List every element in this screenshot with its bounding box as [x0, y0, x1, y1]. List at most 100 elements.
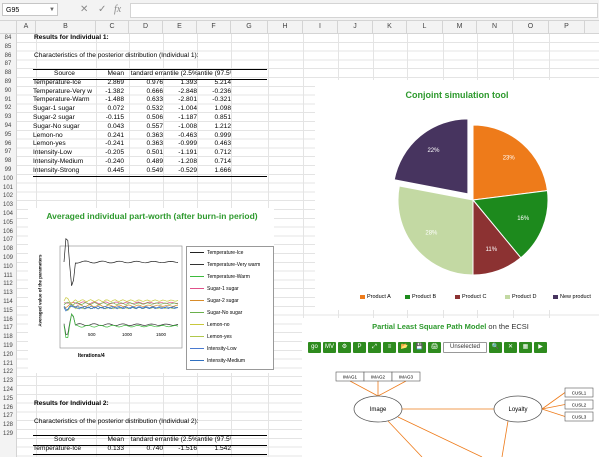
- row-header[interactable]: 127: [2, 413, 13, 420]
- pls-tool-button[interactable]: ▶: [534, 342, 547, 353]
- row-header[interactable]: 126: [2, 404, 13, 411]
- column-header[interactable]: C: [96, 21, 129, 33]
- row-header[interactable]: 120: [2, 351, 13, 358]
- row-header[interactable]: 98: [4, 158, 12, 165]
- row-header[interactable]: 125: [2, 395, 13, 402]
- row-header[interactable]: 87: [4, 61, 12, 68]
- row-header[interactable]: 110: [3, 263, 13, 270]
- row-header[interactable]: 95: [4, 131, 12, 138]
- row-header[interactable]: 123: [2, 378, 13, 385]
- table-cell: 0.463: [214, 140, 231, 148]
- column-header[interactable]: D: [129, 21, 163, 33]
- column-header[interactable]: M: [443, 21, 477, 33]
- pls-tool-button[interactable]: 🔍: [489, 342, 502, 353]
- row-header[interactable]: 119: [3, 343, 13, 349]
- column-header[interactable]: J: [338, 21, 373, 33]
- row-header[interactable]: 104: [2, 211, 13, 217]
- legend-item: Product D: [505, 294, 536, 300]
- pls-tool-button[interactable]: 💾: [413, 342, 426, 353]
- pls-select[interactable]: Unselected: [443, 342, 487, 353]
- row-header[interactable]: 122: [2, 369, 13, 376]
- row-header[interactable]: 121: [2, 360, 13, 367]
- row-header[interactable]: 94: [4, 123, 12, 129]
- row-header[interactable]: 105: [2, 219, 13, 226]
- column-header[interactable]: P: [549, 21, 585, 33]
- pls-tool-button[interactable]: ⚙: [338, 342, 351, 353]
- row-header[interactable]: 117: [3, 325, 13, 332]
- row-header[interactable]: 103: [2, 202, 13, 209]
- row-header[interactable]: 115: [3, 307, 13, 314]
- row-header[interactable]: 97: [4, 149, 12, 156]
- series-line: [63, 304, 179, 311]
- column-header[interactable]: O: [513, 21, 549, 33]
- table-cell: Temperature-Ice: [33, 78, 82, 86]
- legend-swatch: [190, 276, 204, 278]
- confirm-icon[interactable]: ✓: [98, 4, 107, 15]
- pls-tool-button[interactable]: ▦: [519, 342, 532, 353]
- row-header[interactable]: 108: [2, 246, 13, 253]
- row-header[interactable]: 90: [4, 87, 12, 94]
- row-header[interactable]: 102: [2, 193, 13, 200]
- row-header[interactable]: 86: [4, 52, 12, 59]
- table-cell: Intensity-Low: [33, 149, 72, 157]
- pls-tool-button[interactable]: go: [308, 342, 321, 353]
- row-header[interactable]: 109: [2, 255, 13, 261]
- row-header[interactable]: 116: [3, 316, 13, 323]
- column-header[interactable]: I: [303, 21, 338, 33]
- pie-slice: [393, 118, 469, 195]
- function-icon[interactable]: fx: [114, 4, 122, 15]
- partworth-ylabel: Averaged value of the parameters: [37, 254, 43, 327]
- pls-tool-button[interactable]: MV: [323, 342, 336, 353]
- row-header[interactable]: 124: [2, 387, 13, 393]
- row-header[interactable]: 111: [3, 272, 13, 279]
- chevron-down-icon[interactable]: ▼: [49, 7, 55, 13]
- row-header[interactable]: 107: [2, 237, 13, 244]
- select-all-corner[interactable]: [0, 21, 17, 33]
- pls-diagram[interactable]: Image Loyalty IMAG1 IMAG2 IMAG3 CUSL1 CUSL2 CUS…: [302, 318, 599, 457]
- row-header[interactable]: 92: [4, 105, 12, 112]
- cancel-icon[interactable]: ✕: [80, 4, 89, 15]
- row-header[interactable]: 114: [3, 299, 13, 305]
- conjoint-pie-chart[interactable]: Conjoint simulation tool 23% 16% 11% 28% 22%…: [315, 80, 599, 310]
- row-header[interactable]: 128: [2, 422, 13, 429]
- row-header[interactable]: 113: [3, 290, 13, 297]
- row-header[interactable]: 89: [4, 79, 12, 85]
- column-header[interactable]: B: [36, 21, 96, 33]
- pls-tool-button[interactable]: P: [353, 342, 366, 353]
- row-header[interactable]: 101: [2, 184, 13, 191]
- pls-tool-button[interactable]: ⤢: [368, 342, 381, 353]
- row-header[interactable]: 88: [4, 70, 12, 77]
- row-header[interactable]: 91: [4, 96, 12, 103]
- pls-tool-button[interactable]: 📂: [398, 342, 411, 353]
- name-box[interactable]: G95 ▼: [2, 3, 58, 16]
- row-header[interactable]: 99: [4, 167, 12, 173]
- column-header[interactable]: E: [163, 21, 197, 33]
- column-header[interactable]: K: [373, 21, 407, 33]
- row-header[interactable]: 93: [4, 114, 12, 121]
- column-header[interactable]: L: [407, 21, 443, 33]
- row-header[interactable]: 118: [3, 334, 13, 341]
- table-cell: -1.208: [178, 158, 197, 165]
- row-header[interactable]: 84: [4, 35, 12, 41]
- indicator-label: CUSL2: [572, 403, 587, 408]
- column-header[interactable]: F: [197, 21, 231, 33]
- column-header[interactable]: H: [268, 21, 303, 33]
- row-header[interactable]: 112: [3, 281, 13, 288]
- pls-tool-button[interactable]: ✕: [504, 342, 517, 353]
- partworth-chart[interactable]: Averaged individual part-worth (after bu…: [28, 208, 274, 373]
- pls-tool-button[interactable]: 🖨: [428, 342, 441, 353]
- formula-input[interactable]: [130, 3, 598, 18]
- row-header[interactable]: 96: [4, 140, 12, 147]
- legend-swatch: [190, 300, 204, 302]
- row-header[interactable]: 85: [4, 43, 12, 50]
- legend-swatch: [505, 294, 510, 299]
- row-header[interactable]: 100: [2, 175, 13, 182]
- legend-item: Lemon-yes: [190, 334, 232, 340]
- legend-label: Intensity-Medium: [207, 358, 246, 364]
- column-header[interactable]: G: [231, 21, 268, 33]
- row-header[interactable]: 106: [2, 228, 13, 235]
- column-header[interactable]: A: [17, 21, 36, 33]
- pls-tool-button[interactable]: ≡: [383, 342, 396, 353]
- row-header[interactable]: 129: [2, 431, 13, 437]
- column-header[interactable]: N: [477, 21, 513, 33]
